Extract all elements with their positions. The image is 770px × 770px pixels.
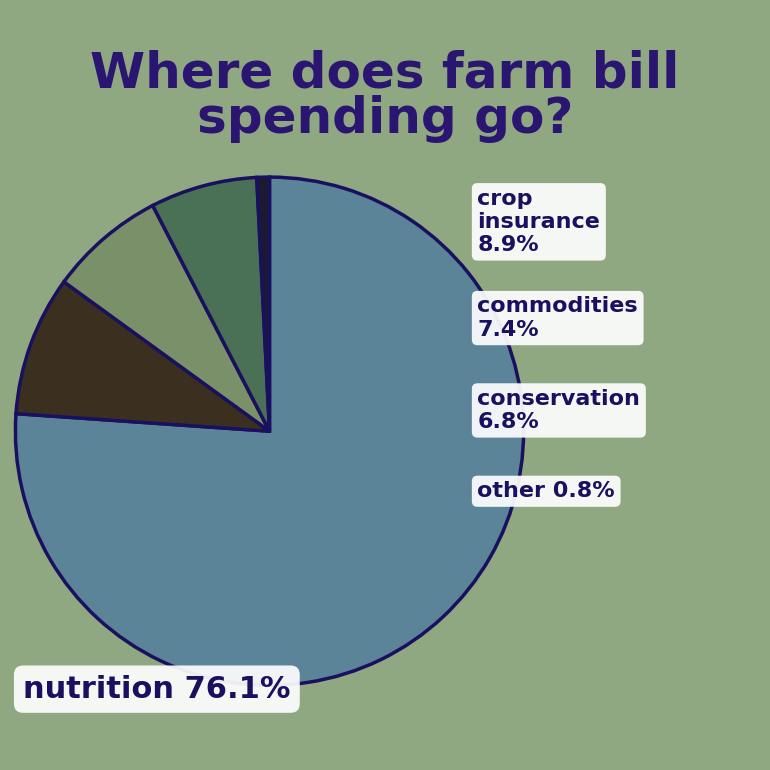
Text: conservation
6.8%: conservation 6.8%	[477, 389, 641, 432]
Text: crop
insurance
8.9%: crop insurance 8.9%	[477, 189, 601, 255]
Text: other 0.8%: other 0.8%	[477, 481, 615, 501]
Text: nutrition 76.1%: nutrition 76.1%	[23, 675, 290, 704]
Wedge shape	[152, 177, 270, 431]
Text: commodities
7.4%: commodities 7.4%	[477, 296, 638, 340]
Wedge shape	[256, 177, 270, 431]
Text: spending go?: spending go?	[197, 95, 573, 143]
Text: Where does farm bill: Where does farm bill	[90, 49, 680, 97]
Wedge shape	[15, 177, 524, 685]
Wedge shape	[16, 282, 269, 431]
Wedge shape	[64, 206, 270, 431]
